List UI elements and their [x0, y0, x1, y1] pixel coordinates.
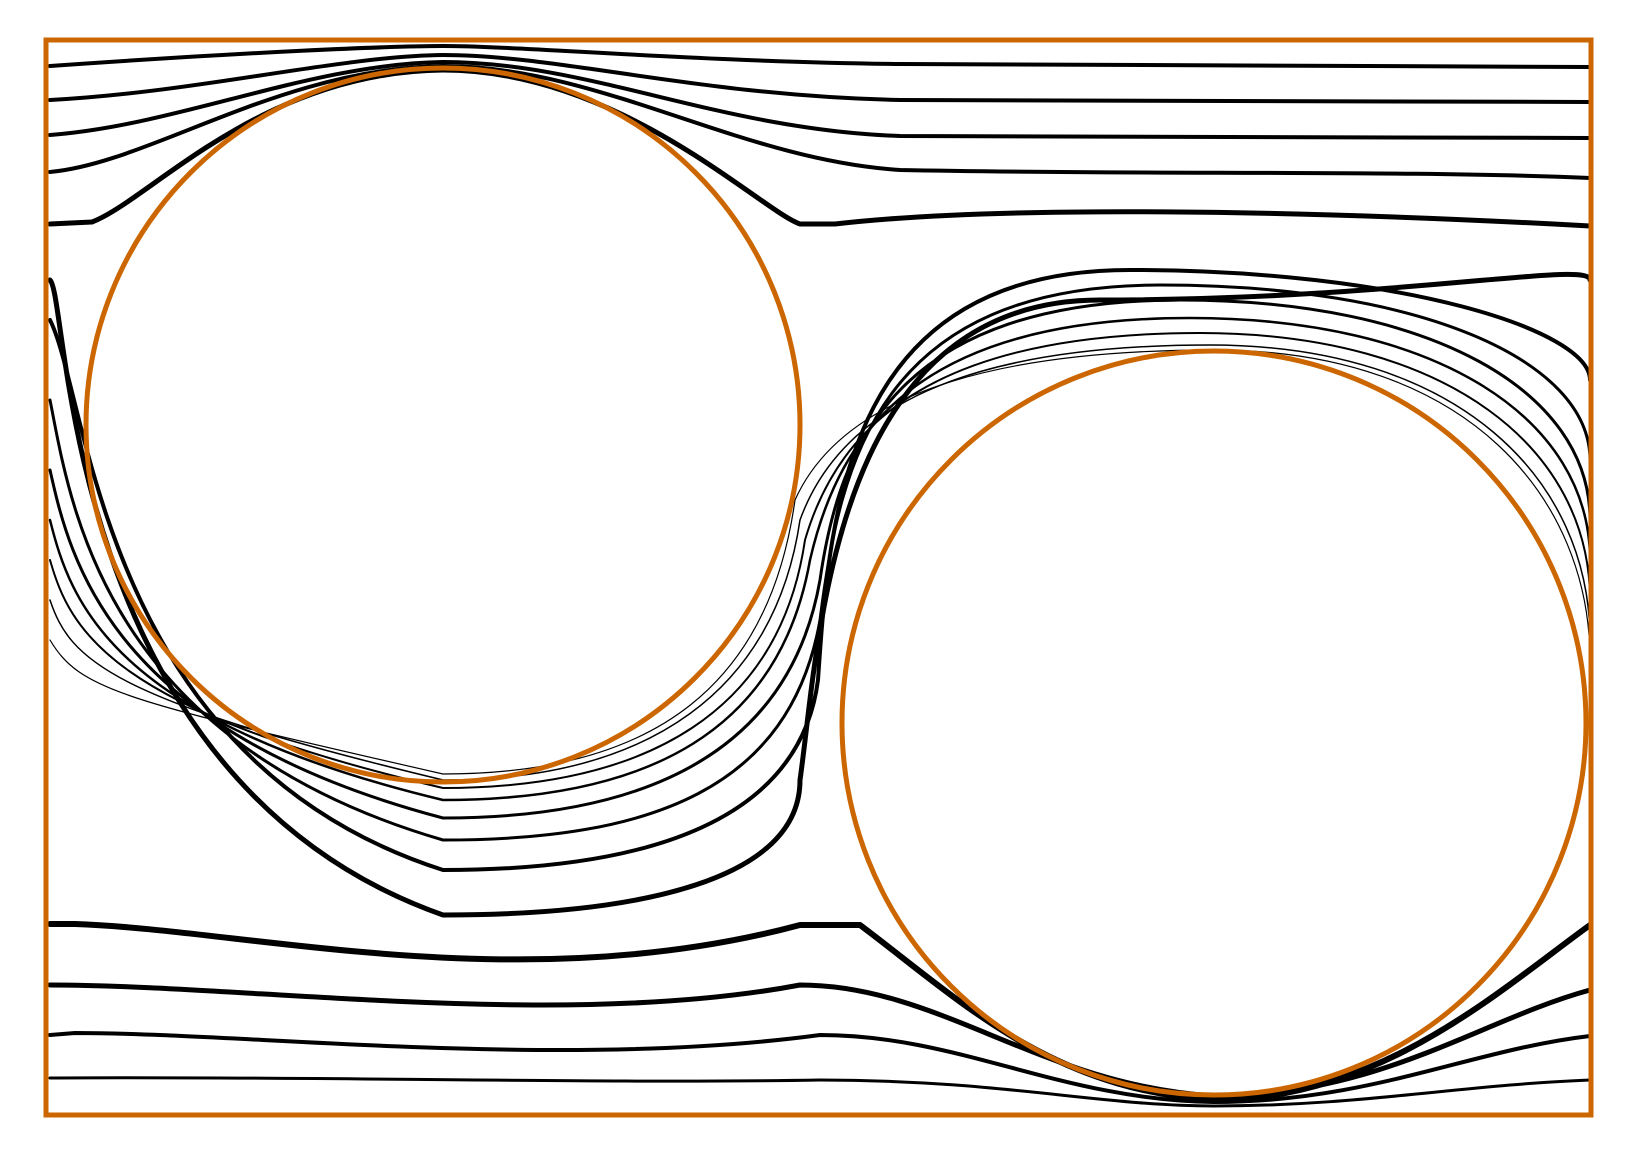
upper-streamline-4 [48, 64, 1592, 180]
upper-streamline-1 [48, 44, 1592, 69]
middle-streamline-7 [49, 344, 1591, 781]
boundaries-group [43, 37, 1594, 1118]
middle-streamline-6 [49, 332, 1591, 789]
lower-right-cylinder [839, 348, 1589, 1098]
lower-streamline-3 [48, 1031, 1592, 1104]
lower-streamline-1 [47, 921, 1593, 1103]
middle-streamline-3 [48, 283, 1592, 842]
middle-streamline-5 [48, 316, 1592, 802]
middle-streamline-8 [49, 349, 1591, 775]
upper-left-cylinder [83, 65, 803, 785]
middle-streamline-1 [47, 271, 1593, 918]
upper-streamline-5 [47, 67, 1593, 229]
upper-streamline-2 [48, 53, 1592, 104]
lower-streamline-2 [47, 982, 1593, 1099]
channel-boundary [43, 37, 1594, 1118]
streamlines-group [47, 44, 1593, 1108]
upper-streamline-3 [48, 60, 1592, 140]
middle-streamline-4 [48, 298, 1592, 820]
lower-streamline-4 [48, 1076, 1592, 1108]
